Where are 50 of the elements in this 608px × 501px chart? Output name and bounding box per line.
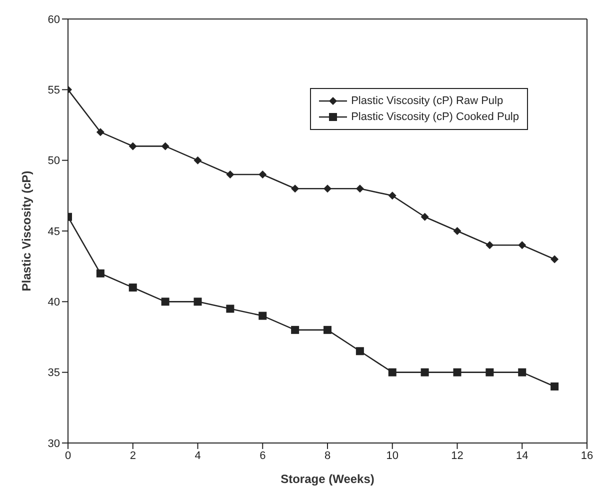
point	[486, 368, 494, 376]
point	[291, 184, 300, 193]
x-tick-label: 10	[386, 450, 398, 462]
point	[486, 241, 494, 250]
y-tick-label: 45	[48, 226, 60, 238]
point	[388, 192, 396, 200]
x-tick-label: 4	[194, 450, 201, 462]
x-tick-label: 12	[451, 450, 464, 462]
x-tick-label: 2	[130, 450, 136, 462]
point	[453, 227, 462, 235]
x-tick-label: 8	[324, 450, 331, 462]
point	[453, 368, 462, 376]
x-axis-title: Storage (Weeks)	[280, 472, 374, 486]
point	[194, 298, 202, 306]
y-tick-label: 50	[48, 155, 60, 168]
x-tick-label: 0	[64, 450, 72, 462]
y-tick-label: 55	[48, 84, 60, 97]
point	[550, 382, 559, 390]
point	[128, 284, 137, 292]
point	[356, 347, 364, 356]
point	[420, 212, 429, 221]
point	[96, 128, 104, 136]
y-tick-label: 30	[48, 438, 60, 450]
x-tick-label: 16	[580, 450, 594, 462]
point	[420, 368, 429, 376]
legend-label: Plastic Viscosity (cP) Cooked Pulp	[351, 110, 519, 125]
point	[194, 156, 202, 164]
point	[226, 170, 234, 178]
y-axis-title: Plastic Viscosity (cP)	[19, 170, 34, 292]
point	[258, 170, 267, 178]
legend-label: Plastic Viscosity (cP) Raw Pulp	[351, 94, 504, 109]
y-tick-label: 40	[48, 296, 60, 309]
point	[324, 326, 332, 334]
point	[388, 368, 396, 376]
point	[518, 241, 526, 250]
point	[291, 326, 300, 334]
x-tick-label: 14	[516, 450, 528, 462]
point	[128, 142, 137, 150]
point	[258, 312, 267, 320]
y-tick-label: 35	[48, 367, 60, 380]
point	[226, 304, 234, 313]
point	[161, 142, 170, 150]
point	[161, 298, 170, 306]
point	[96, 269, 104, 278]
point	[356, 184, 364, 193]
y-tick-label: 60	[48, 14, 60, 26]
point	[324, 184, 332, 193]
point	[550, 255, 559, 264]
x-tick-label: 6	[260, 450, 266, 462]
point	[518, 368, 526, 376]
